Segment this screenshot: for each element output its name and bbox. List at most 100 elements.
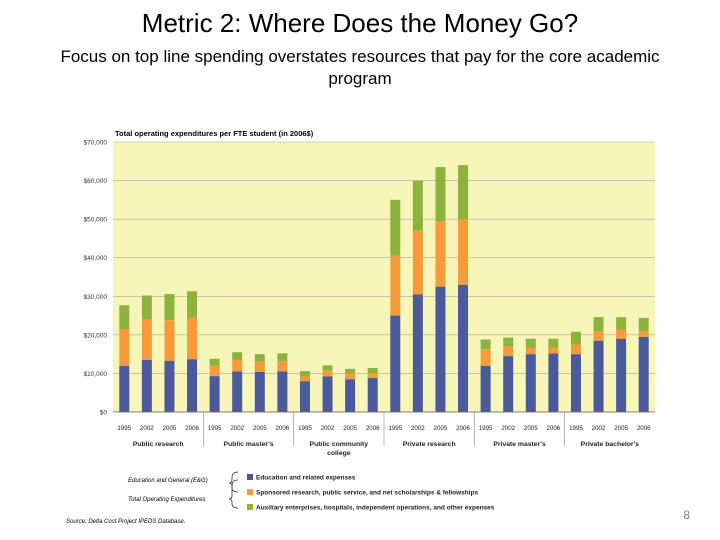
bar-segment: [548, 338, 559, 348]
bar-segment: [412, 180, 423, 231]
legend-label: Auxiliary enterprises, hospitals, indepe…: [256, 505, 495, 512]
bar-segment: [638, 336, 649, 412]
bar-segment: [525, 354, 536, 412]
bars: [119, 165, 649, 412]
bar-segment: [254, 361, 265, 372]
bar-segment: [187, 317, 198, 360]
bar-segment: [277, 353, 288, 362]
bar-segment: [232, 352, 243, 360]
group-label: Private bachelor's: [581, 441, 640, 448]
bar-segment: [299, 381, 310, 412]
bar-segment: [345, 373, 356, 380]
x-year-label: 2005: [614, 425, 628, 432]
bar-segment: [141, 319, 152, 360]
x-year-label: 2005: [343, 425, 357, 432]
bar-segment: [412, 294, 423, 412]
bar-segment: [119, 305, 130, 330]
y-axis-tick-labels: $0 $10,000 $20,000 $30,000 $40,000 $50,000 $60…: [84, 140, 108, 417]
bar-segment: [322, 376, 333, 412]
bar-segment: [616, 329, 627, 339]
bar-segment: [548, 353, 559, 412]
bar-segment: [593, 340, 604, 412]
x-year-label: 1995: [208, 425, 222, 432]
bar-segment: [525, 338, 536, 348]
stacked-bar-chart: Total operating expenditures per FTE stu…: [84, 129, 655, 512]
bar-segment: [345, 379, 356, 412]
bar-segment: [458, 219, 469, 285]
group-label: college: [327, 450, 351, 457]
bar-segment: [638, 317, 649, 332]
x-year-label: 1995: [388, 425, 402, 432]
bar-segment: [209, 365, 220, 377]
bar-segment: [141, 359, 152, 412]
bar-segment: [435, 221, 446, 287]
bar-segment: [254, 354, 265, 362]
slide-title: Metric 2: Where Does the Money Go?: [141, 8, 579, 38]
bar-segment: [345, 368, 356, 374]
x-year-label: 2005: [524, 425, 538, 432]
y-tick-label: $70,000: [84, 140, 108, 147]
plot-area: [113, 142, 655, 412]
bar-segment: [412, 230, 423, 295]
x-year-label: 1995: [298, 425, 312, 432]
bar-segment: [209, 358, 220, 366]
bar-segment: [593, 331, 604, 341]
x-year-label: 2005: [163, 425, 177, 432]
x-year-label: 2006: [366, 425, 380, 432]
bar-segment: [187, 359, 198, 412]
y-tick-label: $50,000: [84, 217, 108, 224]
bar-segment: [525, 347, 536, 355]
x-axis-labels: 1995 2002 2005 2006 Public research 1995 2002 2…: [113, 411, 655, 457]
x-year-label: 2006: [185, 425, 199, 432]
bar-segment: [458, 165, 469, 220]
x-year-label: 2006: [456, 425, 470, 432]
note-total: Total Operating Expenditures: [128, 497, 206, 503]
bar-segment: [390, 199, 401, 256]
bar-segment: [503, 337, 514, 347]
bar-segment: [119, 365, 130, 412]
x-year-label: 2002: [140, 425, 154, 432]
bar-segment: [390, 315, 401, 412]
x-year-label: 2006: [546, 425, 560, 432]
bar-segment: [593, 317, 604, 332]
x-year-label: 2002: [230, 425, 244, 432]
bar-segment: [322, 365, 333, 371]
bar-segment: [503, 346, 514, 357]
bar-segment: [390, 255, 401, 316]
x-year-label: 1995: [479, 425, 493, 432]
group-label: Public master's: [224, 441, 274, 448]
bar-segment: [299, 376, 310, 382]
bar-segment: [232, 359, 243, 372]
legend-label: Education and related expenses: [256, 475, 356, 482]
legend-swatch: [247, 474, 253, 480]
x-year-label: 2005: [434, 425, 448, 432]
bar-segment: [435, 286, 446, 412]
x-year-label: 2002: [592, 425, 606, 432]
bar-segment: [209, 376, 220, 412]
y-tick-label: $40,000: [84, 255, 108, 262]
group-label: Public research: [133, 441, 184, 448]
y-tick-label: $10,000: [84, 371, 108, 378]
bar-segment: [570, 354, 581, 412]
x-year-label: 2006: [275, 425, 289, 432]
bar-segment: [277, 371, 288, 412]
bar-segment: [164, 320, 175, 361]
legend-bracket: [228, 471, 239, 509]
bar-segment: [570, 331, 581, 345]
x-year-label: 2002: [321, 425, 335, 432]
source-note: Source: Delta Cost Project IPEDS Databas…: [66, 519, 186, 525]
note-eg: Education and General (E&G): [128, 478, 208, 484]
bar-segment: [164, 293, 175, 321]
bar-segment: [277, 361, 288, 372]
x-year-label: 2002: [501, 425, 515, 432]
chart-title: Total operating expenditures per FTE stu…: [115, 129, 314, 138]
bar-segment: [232, 371, 243, 412]
y-tick-label: $30,000: [84, 294, 108, 301]
legend-label: Sponsored research, public service, and …: [256, 490, 479, 497]
x-year-label: 2005: [253, 425, 267, 432]
group-label: Public community: [310, 441, 369, 448]
bar-segment: [616, 338, 627, 412]
slide-subtitle: Focus on top line spending overstates re…: [60, 47, 660, 88]
bar-segment: [435, 167, 446, 222]
page-number: 8: [683, 508, 690, 522]
